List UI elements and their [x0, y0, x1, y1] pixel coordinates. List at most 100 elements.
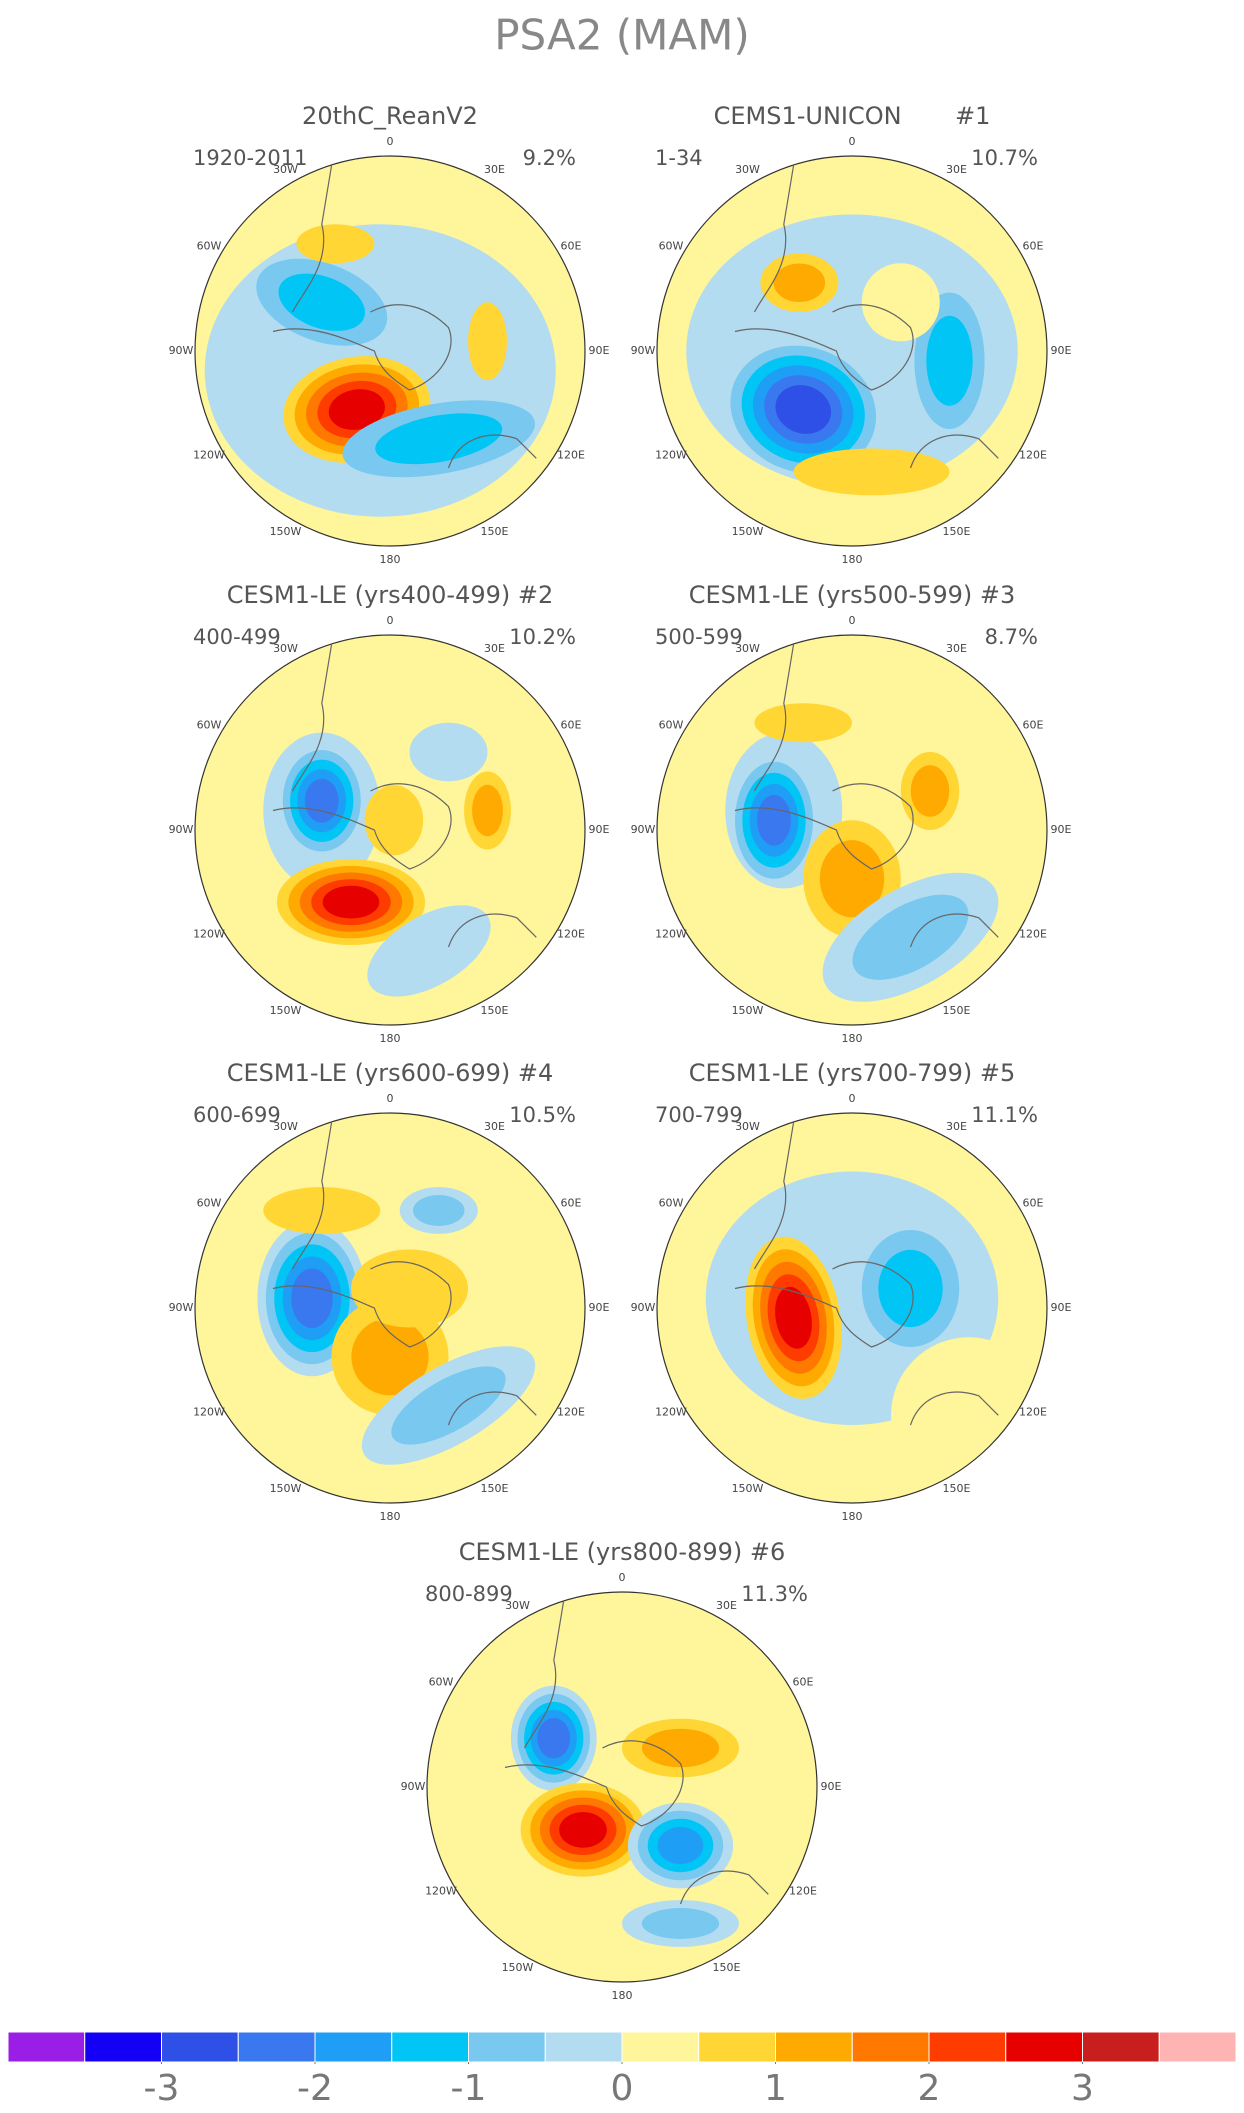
colorbar-box [237, 2031, 316, 2063]
longitude-label: 30E [946, 163, 967, 176]
panel-period: 700-799 [655, 1103, 743, 1127]
contour-fill [775, 385, 832, 434]
longitude-label: 30W [735, 642, 760, 655]
longitude-label: 60E [1023, 240, 1044, 253]
contour-fill [304, 778, 339, 823]
longitude-label: 60E [561, 240, 582, 253]
panel-title: CESM1-LE (yrs500-599) #3 [689, 581, 1016, 609]
longitude-label: 30W [273, 163, 298, 176]
longitude-label: 30W [273, 642, 298, 655]
colorbar-box [1005, 2031, 1083, 2063]
longitude-label: 120W [193, 928, 225, 941]
contour-fill [852, 894, 969, 980]
longitude-label: 120E [789, 1885, 817, 1898]
longitude-label: 60W [659, 240, 684, 253]
contour-fill [559, 1812, 607, 1848]
panel-variance: 10.2% [509, 625, 576, 649]
map-panel [195, 156, 585, 546]
colorbar-box [84, 2031, 162, 2063]
panel-variance: 10.7% [971, 146, 1038, 170]
contour-fill [641, 1728, 720, 1768]
contour-fill [296, 224, 375, 264]
longitude-label: 90E [1051, 344, 1072, 357]
contour-fill [322, 885, 380, 919]
longitude-label: 180 [842, 1510, 863, 1523]
panel-period: 800-899 [425, 1582, 513, 1606]
longitude-label: 60W [659, 719, 684, 732]
contour-fill [413, 1195, 465, 1226]
longitude-label: 90W [631, 1301, 656, 1314]
contour-fill [291, 1268, 333, 1329]
longitude-label: 150E [481, 525, 509, 538]
contour-fill [641, 1908, 720, 1939]
longitude-label: 120E [1019, 449, 1047, 462]
contour-fill [375, 413, 503, 465]
longitude-label: 120W [655, 928, 687, 941]
contour-fill [472, 784, 503, 837]
longitude-label: 30E [946, 1120, 967, 1133]
longitude-label: 120E [557, 1406, 585, 1419]
longitude-label: 60E [561, 1197, 582, 1210]
longitude-label: 60W [197, 1197, 222, 1210]
contour-fill [364, 785, 424, 856]
panel-title: CESM1-LE (yrs700-799) #5 [689, 1059, 1016, 1087]
longitude-label: 60E [1023, 719, 1044, 732]
longitude-label: 0 [619, 1571, 626, 1584]
contour-fill [819, 840, 885, 918]
map-border [656, 634, 1048, 1026]
longitude-label: 90W [401, 1780, 426, 1793]
longitude-label: 180 [380, 553, 401, 566]
colorbar-box [775, 2031, 853, 2063]
contour-fill [328, 389, 385, 430]
longitude-label: 90E [1051, 1301, 1072, 1314]
longitude-label: 120E [1019, 1406, 1047, 1419]
contour-fill [351, 1318, 429, 1396]
longitude-label: 150E [713, 1961, 741, 1974]
longitude-label: 90W [169, 1301, 194, 1314]
colorbar-box [391, 2031, 469, 2063]
longitude-label: 60E [793, 1676, 814, 1689]
contour-fill [278, 273, 365, 331]
longitude-label: 0 [387, 1092, 394, 1105]
contour-fill [468, 302, 507, 381]
contour-fill [926, 315, 973, 406]
longitude-label: 150W [732, 525, 764, 538]
longitude-label: 30W [735, 163, 760, 176]
colorbar-box [698, 2031, 776, 2063]
panel-title: CESM1-LE (yrs800-899) #6 [459, 1538, 786, 1566]
panel-variance: 10.5% [509, 1103, 576, 1127]
longitude-label: 120W [193, 449, 225, 462]
panel-period: 600-699 [193, 1103, 281, 1127]
panel-period: 400-499 [193, 625, 281, 649]
map-border [194, 1112, 586, 1504]
longitude-label: 90E [589, 1301, 610, 1314]
longitude-label: 90W [169, 823, 194, 836]
longitude-label: 30E [484, 1120, 505, 1133]
colorbar-box [1082, 2031, 1160, 2063]
map-border [194, 634, 586, 1026]
coastline [734, 1122, 999, 1426]
longitude-label: 30E [484, 163, 505, 176]
longitude-label: 120W [425, 1885, 457, 1898]
contour-fill [351, 1249, 468, 1328]
panel-variance: 11.3% [741, 1582, 808, 1606]
map-border [194, 155, 586, 547]
longitude-label: 60E [561, 719, 582, 732]
contour-fill [657, 1826, 704, 1865]
longitude-label: 120E [557, 449, 585, 462]
longitude-label: 180 [612, 1989, 633, 2002]
longitude-label: 90E [821, 1780, 842, 1793]
longitude-label: 150W [270, 1004, 302, 1017]
panel-period: 1-34 [655, 146, 703, 170]
longitude-label: 90E [589, 344, 610, 357]
map-panel [657, 1113, 1047, 1503]
panel-period: 1920-2011 [193, 146, 307, 170]
contour-fill [793, 448, 950, 496]
colorbar-box [468, 2031, 546, 2063]
map-panel [195, 635, 585, 1025]
contour-fill [773, 263, 826, 303]
longitude-label: 0 [387, 135, 394, 148]
panel-variance: 8.7% [985, 625, 1038, 649]
colorbar-label: 3 [1071, 2068, 1094, 2109]
